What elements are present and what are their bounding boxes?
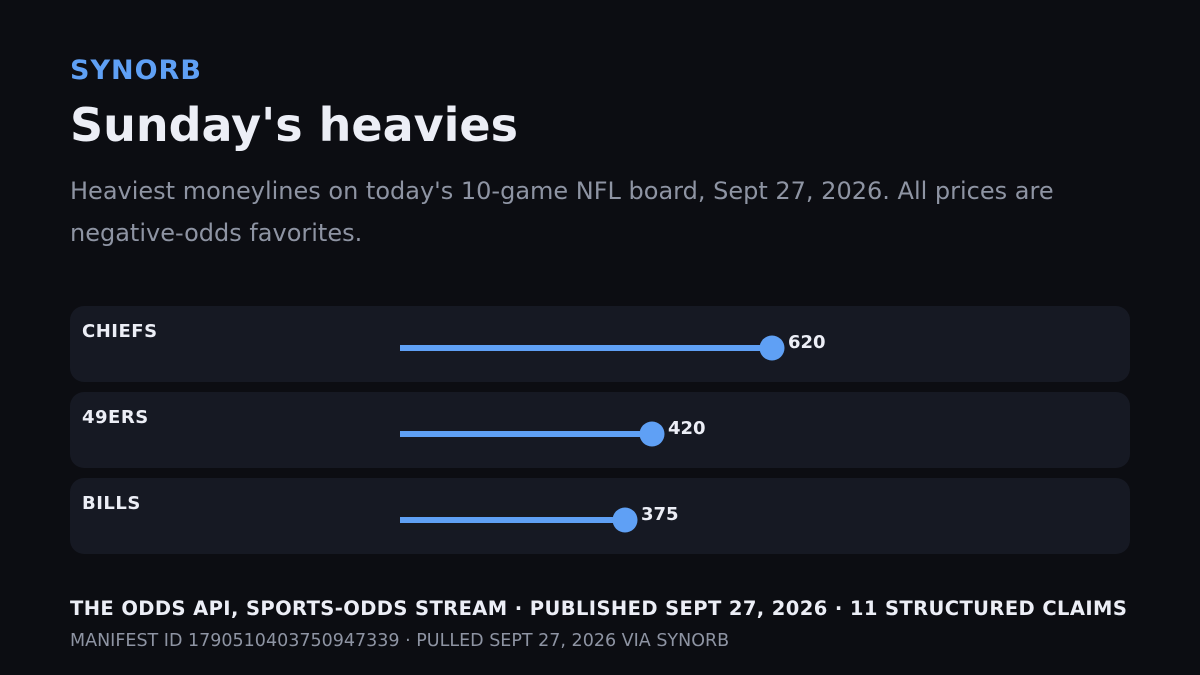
category-label: 49ERS — [82, 407, 149, 428]
value-dot — [759, 335, 785, 361]
value-label: 375 — [641, 504, 679, 525]
row-background — [70, 478, 1130, 554]
page-subtitle: Heaviest moneylines on today's 10-game N… — [70, 177, 1054, 247]
page-title: Sunday's heavies — [70, 98, 518, 152]
row-background — [70, 306, 1130, 382]
brand-name: SYNORB — [70, 55, 202, 86]
manifest-line: MANIFEST ID 1790510403750947339 · PULLED… — [70, 631, 730, 651]
source-line: THE ODDS API, SPORTS-ODDS STREAM · PUBLI… — [70, 597, 1128, 620]
row-background — [70, 392, 1130, 468]
value-dot — [639, 421, 665, 447]
category-label: BILLS — [82, 493, 141, 514]
chart-row-bills: BILLS 375 — [70, 478, 1130, 554]
value-label: 420 — [668, 418, 706, 439]
value-label: 620 — [788, 332, 826, 353]
chart-row-49ers: 49ERS 420 — [70, 392, 1130, 468]
category-label: CHIEFS — [82, 321, 158, 342]
chart-row-chiefs: CHIEFS 620 — [70, 306, 1130, 382]
value-dot — [612, 507, 638, 533]
